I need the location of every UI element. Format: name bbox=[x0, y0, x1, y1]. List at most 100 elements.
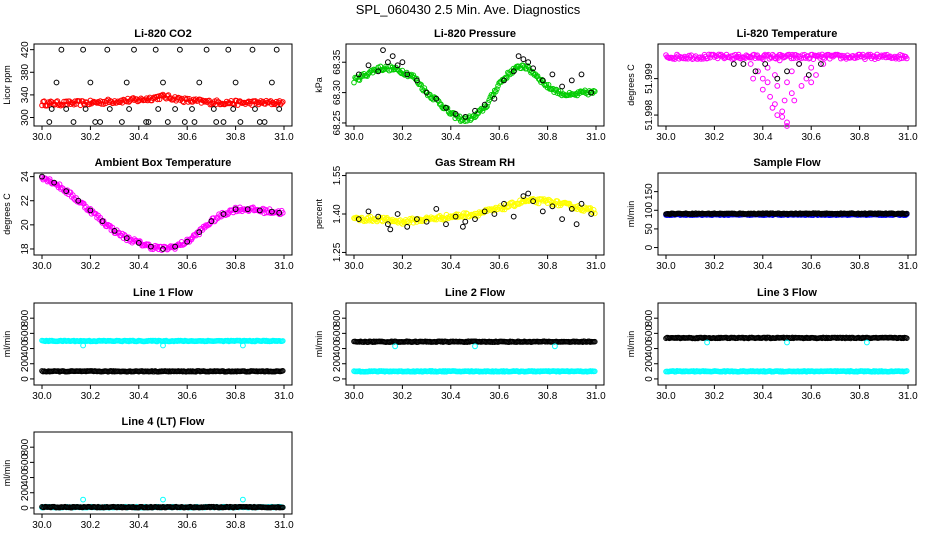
y-tick-label: 22 bbox=[20, 195, 31, 207]
data-point bbox=[904, 55, 910, 62]
data-point bbox=[520, 56, 527, 63]
series-raw bbox=[39, 175, 286, 253]
data-point bbox=[578, 200, 585, 207]
x-tick-label: 30.4 bbox=[441, 132, 461, 143]
panel-temperature: Li-820 Temperature 30.0 30.2 30.4 30.6 30.8 31… bbox=[626, 28, 918, 143]
x-tick-label: 30.2 bbox=[393, 132, 413, 143]
x-tick-label: 30.0 bbox=[344, 391, 364, 402]
data-point bbox=[501, 77, 507, 84]
panel-title: Ambient Box Temperature bbox=[95, 157, 232, 169]
y-tick-label: 68.30 bbox=[332, 80, 343, 105]
data-point bbox=[70, 192, 76, 198]
data-point bbox=[588, 211, 595, 217]
data-point bbox=[501, 200, 507, 207]
y-tick-label: 420 bbox=[20, 41, 31, 58]
panel-title: Line 2 Flow bbox=[445, 287, 505, 299]
y-tick-label: 0 bbox=[20, 505, 31, 511]
data-point bbox=[63, 98, 69, 105]
data-point bbox=[805, 72, 812, 78]
data-point bbox=[48, 106, 55, 112]
data-point bbox=[63, 188, 70, 195]
data-point bbox=[740, 61, 747, 67]
data-point bbox=[97, 119, 103, 125]
data-point bbox=[808, 64, 815, 71]
data-point bbox=[462, 218, 469, 225]
x-tick-label: 31.0 bbox=[586, 132, 606, 143]
data-point bbox=[196, 229, 203, 236]
data-point bbox=[232, 79, 239, 86]
x-tick-label: 30.6 bbox=[801, 132, 821, 143]
data-point bbox=[472, 114, 478, 121]
x-tick-label: 30.2 bbox=[705, 261, 725, 272]
x-tick-label: 30.2 bbox=[705, 391, 725, 402]
data-point bbox=[51, 179, 57, 186]
data-point bbox=[256, 207, 263, 214]
y-axis-label: ml/min bbox=[626, 201, 636, 228]
data-point bbox=[196, 79, 203, 86]
data-point bbox=[481, 101, 488, 108]
y-axis-label: percent bbox=[314, 198, 324, 229]
data-point bbox=[123, 79, 130, 86]
y-tick-label: 50 bbox=[644, 223, 655, 235]
y-tick-label: 68.35 bbox=[332, 49, 343, 74]
data-point bbox=[774, 83, 781, 89]
data-point bbox=[389, 53, 396, 59]
data-point bbox=[520, 193, 527, 200]
x-tick-label: 30.6 bbox=[489, 132, 509, 143]
x-tick-label: 30.4 bbox=[441, 261, 461, 272]
data-point bbox=[240, 496, 246, 503]
panel-title: Gas Stream RH bbox=[435, 157, 515, 169]
data-point bbox=[269, 79, 275, 86]
data-point bbox=[152, 46, 159, 53]
data-point bbox=[208, 218, 215, 225]
x-tick-label: 30.8 bbox=[226, 261, 246, 272]
data-point bbox=[58, 46, 65, 53]
data-point bbox=[87, 79, 94, 86]
data-point bbox=[276, 209, 283, 216]
data-point bbox=[414, 216, 420, 223]
data-point bbox=[148, 243, 154, 250]
data-point bbox=[515, 53, 522, 59]
y-tick-label: 300 bbox=[20, 109, 31, 126]
data-point bbox=[160, 496, 166, 503]
data-point bbox=[588, 89, 595, 96]
x-tick-label: 30.8 bbox=[226, 132, 246, 143]
data-point bbox=[472, 216, 478, 223]
x-tick-label: 30.0 bbox=[32, 520, 52, 531]
data-point bbox=[278, 100, 285, 106]
data-point bbox=[539, 77, 546, 84]
data-point bbox=[422, 88, 429, 94]
data-point bbox=[394, 211, 401, 217]
x-tick-label: 30.4 bbox=[129, 132, 149, 143]
data-point bbox=[779, 114, 786, 120]
data-point bbox=[223, 210, 230, 216]
data-point bbox=[555, 88, 562, 94]
data-point bbox=[46, 119, 53, 125]
series-averages bbox=[663, 210, 910, 217]
data-point bbox=[87, 207, 94, 214]
data-point bbox=[400, 71, 407, 77]
data-point bbox=[530, 65, 536, 72]
data-point bbox=[440, 216, 446, 223]
data-point bbox=[160, 79, 166, 86]
y-tick-label: 20 bbox=[20, 219, 31, 231]
x-tick-label: 30.2 bbox=[705, 132, 725, 143]
data-point bbox=[256, 119, 263, 125]
x-tick-label: 30.8 bbox=[226, 520, 246, 531]
data-point bbox=[779, 108, 786, 115]
y-axis-label: ml/min bbox=[314, 331, 324, 358]
data-point bbox=[705, 55, 711, 62]
data-point bbox=[237, 119, 244, 125]
x-tick-label: 30.6 bbox=[177, 520, 197, 531]
y-axis-label: Licor ppm bbox=[2, 65, 12, 105]
data-point bbox=[63, 106, 70, 112]
data-point bbox=[573, 221, 580, 228]
data-point bbox=[385, 59, 391, 66]
data-point bbox=[172, 243, 179, 250]
data-point bbox=[269, 208, 275, 215]
x-tick-label: 30.2 bbox=[81, 520, 101, 531]
x-tick-label: 30.8 bbox=[538, 261, 558, 272]
panel-title: Line 4 (LT) Flow bbox=[122, 416, 205, 428]
data-point bbox=[491, 211, 498, 217]
